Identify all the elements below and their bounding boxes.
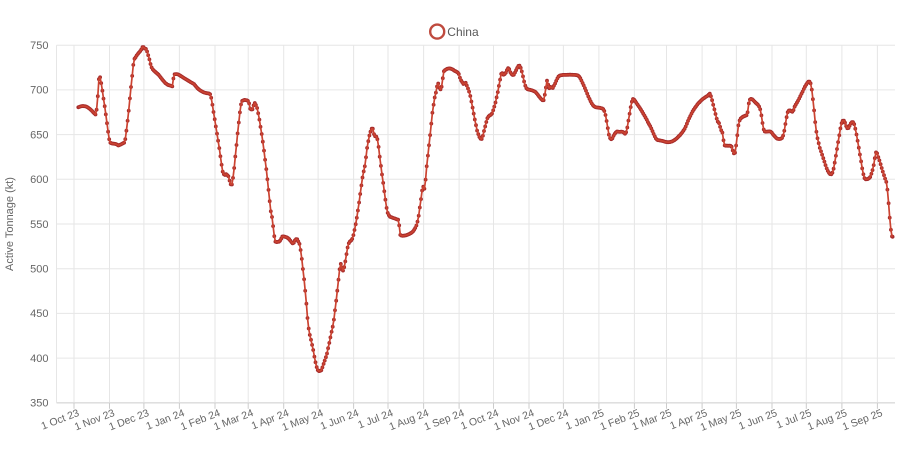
svg-text:700: 700 (30, 85, 48, 97)
svg-text:450: 450 (30, 308, 48, 320)
svg-text:550: 550 (30, 219, 48, 231)
svg-text:600: 600 (30, 174, 48, 186)
svg-text:Active Tonnage (kt): Active Tonnage (kt) (4, 177, 16, 271)
svg-text:750: 750 (30, 40, 48, 52)
svg-text:350: 350 (30, 398, 48, 410)
svg-text:China: China (447, 25, 479, 39)
svg-text:650: 650 (30, 129, 48, 141)
svg-text:500: 500 (30, 264, 48, 276)
svg-text:400: 400 (30, 353, 48, 365)
